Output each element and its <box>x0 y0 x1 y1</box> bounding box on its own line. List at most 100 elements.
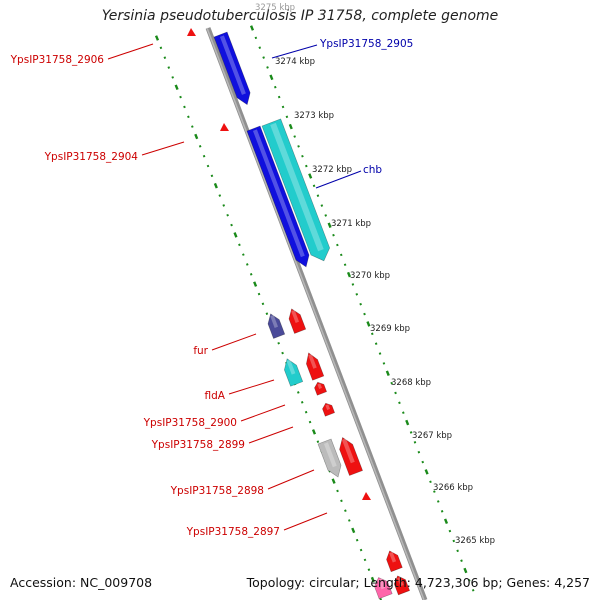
tick-mark <box>202 154 206 158</box>
gene-bottom-red <box>386 550 403 573</box>
tick-mark <box>206 164 210 168</box>
tick-mark <box>194 133 199 140</box>
label-leader-line <box>315 170 362 189</box>
gene-2898-neighbour <box>339 437 363 476</box>
tick-mark <box>238 243 241 247</box>
tick-mark <box>436 500 440 503</box>
tick-mark <box>343 263 347 267</box>
gene-ypsip31758-2898 <box>317 438 342 478</box>
tick-mark <box>281 105 285 109</box>
gene-label[interactable]: YpsIP31758_2904 <box>44 151 139 163</box>
tick-mark <box>340 499 343 503</box>
tick-mark <box>316 194 320 197</box>
tick-mark <box>171 76 174 79</box>
label-leader-line <box>248 426 294 444</box>
kbp-label: 3271 kbp <box>331 219 371 229</box>
tick-mark <box>261 302 265 306</box>
tick-mark <box>273 85 277 89</box>
gene-label[interactable]: YpsIP31758_2898 <box>170 485 264 497</box>
right-tick-track <box>249 25 475 592</box>
tick-mark <box>183 105 186 109</box>
genome-backbone <box>205 27 428 600</box>
gene-ypsip31758-2899 <box>322 402 335 417</box>
tick-mark <box>336 243 339 247</box>
tick-mark <box>417 450 421 454</box>
gene-label[interactable]: fldA <box>205 390 226 402</box>
gene-label[interactable]: fur <box>193 345 208 357</box>
tick-mark <box>226 213 229 217</box>
tick-mark <box>320 204 324 207</box>
tick-mark <box>230 223 233 227</box>
tick-mark <box>382 362 386 365</box>
tick-mark <box>336 489 339 493</box>
tick-mark <box>301 154 304 158</box>
gene-fur <box>288 308 307 334</box>
tick-mark <box>331 478 336 484</box>
label-leader-line <box>228 379 275 395</box>
tick-mark <box>359 548 363 552</box>
map-title: Yersinia pseudotuberculosis IP 31758, co… <box>101 8 499 24</box>
gene-label[interactable]: YpsIP31758_2900 <box>143 417 237 429</box>
tick-mark <box>363 312 366 316</box>
tick-mark <box>179 95 182 99</box>
tick-mark <box>253 281 258 287</box>
gene-bottom-red-2 <box>393 575 410 596</box>
label-leader-line <box>271 44 318 59</box>
tick-mark <box>210 174 214 178</box>
tick-mark <box>262 56 265 59</box>
tick-mark <box>424 469 429 475</box>
kbp-label: 3274 kbp <box>275 57 315 67</box>
tick-mark <box>366 321 371 327</box>
tick-mark <box>324 214 328 217</box>
kbp-label: 3272 kbp <box>312 165 352 175</box>
tick-mark <box>213 182 218 189</box>
tick-mark <box>471 588 475 592</box>
tick-mark <box>452 539 456 543</box>
label-leader-line <box>267 469 315 490</box>
tick-mark <box>305 164 308 168</box>
tick-mark <box>304 410 308 414</box>
tick-mark <box>367 568 371 572</box>
genome-stats-text: Topology: circular; Length: 4,723,306 bp… <box>246 575 590 590</box>
tick-mark <box>308 420 312 424</box>
gene-label[interactable]: chb <box>363 164 382 176</box>
tick-mark <box>440 510 444 513</box>
tick-mark <box>421 460 425 464</box>
tick-mark <box>460 559 463 562</box>
tick-mark <box>405 419 410 426</box>
kbp-label: 3273 kbp <box>294 111 334 121</box>
label-leader-line <box>240 404 286 422</box>
tick-mark <box>429 480 432 484</box>
gene-ypsip31758-2900 <box>314 381 327 396</box>
tick-mark <box>187 115 190 119</box>
gene-ypsip31758-2905 <box>213 31 251 106</box>
tick-mark <box>344 509 347 512</box>
tick-mark <box>370 332 374 336</box>
tick-mark <box>370 576 375 583</box>
kbp-label: 3270 kbp <box>350 271 390 281</box>
tick-mark <box>218 194 222 197</box>
kbp-label: 3265 kbp <box>455 536 495 546</box>
tick-mark <box>378 352 382 355</box>
tick-mark <box>277 95 281 99</box>
gene-label[interactable]: YpsIP31758_2899 <box>151 439 245 451</box>
tick-mark <box>249 273 253 276</box>
tick-mark <box>198 145 202 148</box>
tick-mark <box>409 431 413 434</box>
label-leader-line <box>283 512 328 531</box>
tick-mark <box>385 370 390 377</box>
gene-label[interactable]: YpsIP31758_2906 <box>10 54 105 66</box>
tick-mark <box>266 66 269 69</box>
tick-mark <box>346 271 352 278</box>
gene-label[interactable]: YpsIP31758_2897 <box>186 526 280 538</box>
tick-mark <box>245 263 249 266</box>
gene-label[interactable]: YpsIP31758_2905 <box>319 38 413 50</box>
gene-fldA <box>284 358 304 387</box>
tick-mark <box>394 391 397 395</box>
kbp-label: 3267 kbp <box>412 431 452 441</box>
tick-mark <box>159 46 163 50</box>
tick-mark <box>355 293 359 296</box>
kbp-scale-labels: 3275 kbp 3274 kbp 3273 kbp 3272 kbp 3271 kbp… <box>255 3 495 546</box>
tick-mark <box>265 312 269 316</box>
gene-marker-2906 <box>187 28 196 36</box>
